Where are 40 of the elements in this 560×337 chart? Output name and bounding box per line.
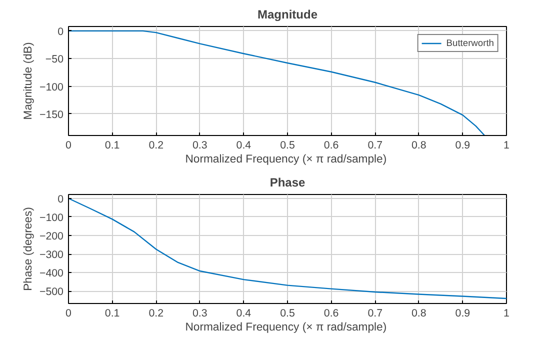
legend-label: Butterworth: [446, 38, 494, 48]
x-tick-label: 1: [504, 308, 510, 320]
y-tick-label: −100: [39, 212, 64, 224]
x-tick-label: 0.1: [104, 140, 120, 152]
x-tick-label: 0.9: [455, 308, 470, 320]
x-tick-label: 0.5: [280, 308, 295, 320]
x-tick-label: 0.6: [324, 140, 339, 152]
y-axis-title: Phase (degrees): [22, 206, 34, 291]
x-tick-label: 0.4: [236, 308, 252, 320]
x-tick-label: 0.6: [324, 308, 339, 320]
x-tick-label: 0.8: [411, 308, 426, 320]
x-tick-label: 0: [66, 140, 72, 152]
x-tick-label: 0.7: [368, 140, 383, 152]
chart-title: Magnitude: [258, 8, 318, 22]
x-tick-label: 0.3: [192, 308, 208, 320]
x-tick-label: 0: [66, 308, 72, 320]
y-tick-label: −300: [39, 249, 64, 262]
x-tick-label: 0.1: [104, 308, 120, 320]
x-axis-title: Normalized Frequency (× π rad/sample): [185, 322, 387, 334]
y-tick-label: 0: [58, 193, 64, 206]
x-tick-label: 0.7: [368, 308, 383, 320]
chart-title: Phase: [270, 176, 306, 190]
x-tick-label: 0.2: [148, 308, 164, 320]
x-tick-label: 0.3: [192, 140, 208, 152]
y-tick-label: −500: [39, 286, 64, 298]
y-tick-label: −200: [39, 230, 64, 243]
x-tick-label: 0.9: [455, 140, 470, 152]
x-tick-label: 0.4: [236, 140, 252, 152]
x-tick-label: 0.5: [280, 140, 295, 152]
x-tick-label: 1: [504, 140, 510, 152]
y-tick-label: −100: [39, 81, 64, 94]
y-tick-label: −50: [45, 54, 64, 66]
x-tick-label: 0.2: [148, 140, 164, 152]
y-axis-title: Magnitude (dB): [22, 42, 34, 120]
y-tick-label: −400: [39, 268, 64, 280]
y-tick-label: −150: [39, 108, 64, 121]
x-axis-title: Normalized Frequency (× π rad/sample): [185, 154, 387, 166]
y-tick-label: 0: [58, 26, 64, 38]
line-series: [68, 198, 506, 300]
x-tick-label: 0.8: [411, 140, 426, 152]
